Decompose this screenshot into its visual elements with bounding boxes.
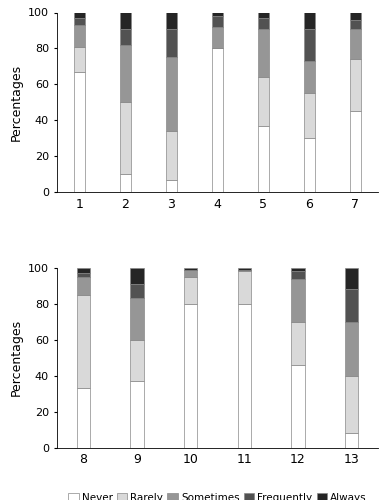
Bar (184, 304, 197, 448)
Bar (166, 12, 177, 28)
Bar (258, 126, 269, 192)
Bar (349, 12, 361, 20)
Y-axis label: Percentages: Percentages (9, 64, 22, 141)
Bar (349, 112, 361, 192)
Bar (120, 28, 131, 45)
Bar (166, 28, 177, 58)
Y-axis label: Percentages: Percentages (9, 319, 22, 396)
Bar (166, 180, 177, 192)
Bar (258, 18, 269, 28)
Bar (212, 48, 223, 193)
Bar (238, 270, 251, 272)
Bar (120, 45, 131, 102)
Bar (74, 46, 85, 72)
Bar (258, 28, 269, 77)
Bar (166, 58, 177, 131)
Bar (291, 272, 305, 278)
Bar (258, 77, 269, 126)
Bar (345, 322, 358, 376)
Bar (212, 12, 223, 16)
Bar (212, 27, 223, 48)
Legend: Never, Rarely, Sometimes, Frequently, Always: Never, Rarely, Sometimes, Frequently, Al… (64, 488, 371, 500)
Bar (258, 12, 269, 18)
Bar (77, 273, 90, 276)
Bar (303, 61, 315, 94)
Bar (130, 381, 144, 448)
Bar (74, 25, 85, 46)
Bar (291, 268, 305, 272)
Bar (291, 322, 305, 365)
Bar (130, 284, 144, 298)
Bar (238, 268, 251, 270)
Bar (212, 16, 223, 27)
Bar (77, 294, 90, 388)
Bar (184, 270, 197, 276)
Bar (130, 340, 144, 381)
Bar (120, 102, 131, 174)
Bar (130, 268, 144, 284)
Bar (238, 304, 251, 448)
Bar (166, 131, 177, 180)
Bar (74, 72, 85, 192)
Bar (303, 12, 315, 28)
Bar (349, 59, 361, 112)
Bar (77, 388, 90, 448)
Bar (74, 18, 85, 25)
Bar (345, 268, 358, 289)
Bar (349, 28, 361, 59)
Bar (120, 174, 131, 192)
Bar (77, 276, 90, 294)
Bar (291, 278, 305, 322)
Bar (345, 290, 358, 322)
Bar (303, 138, 315, 192)
Bar (184, 276, 197, 303)
Bar (130, 298, 144, 340)
Bar (345, 376, 358, 433)
Bar (120, 12, 131, 28)
Bar (303, 94, 315, 138)
Bar (74, 12, 85, 18)
Bar (184, 268, 197, 270)
Bar (291, 365, 305, 448)
Bar (345, 433, 358, 448)
Bar (303, 28, 315, 61)
Bar (77, 268, 90, 273)
Bar (349, 20, 361, 28)
Bar (238, 272, 251, 304)
